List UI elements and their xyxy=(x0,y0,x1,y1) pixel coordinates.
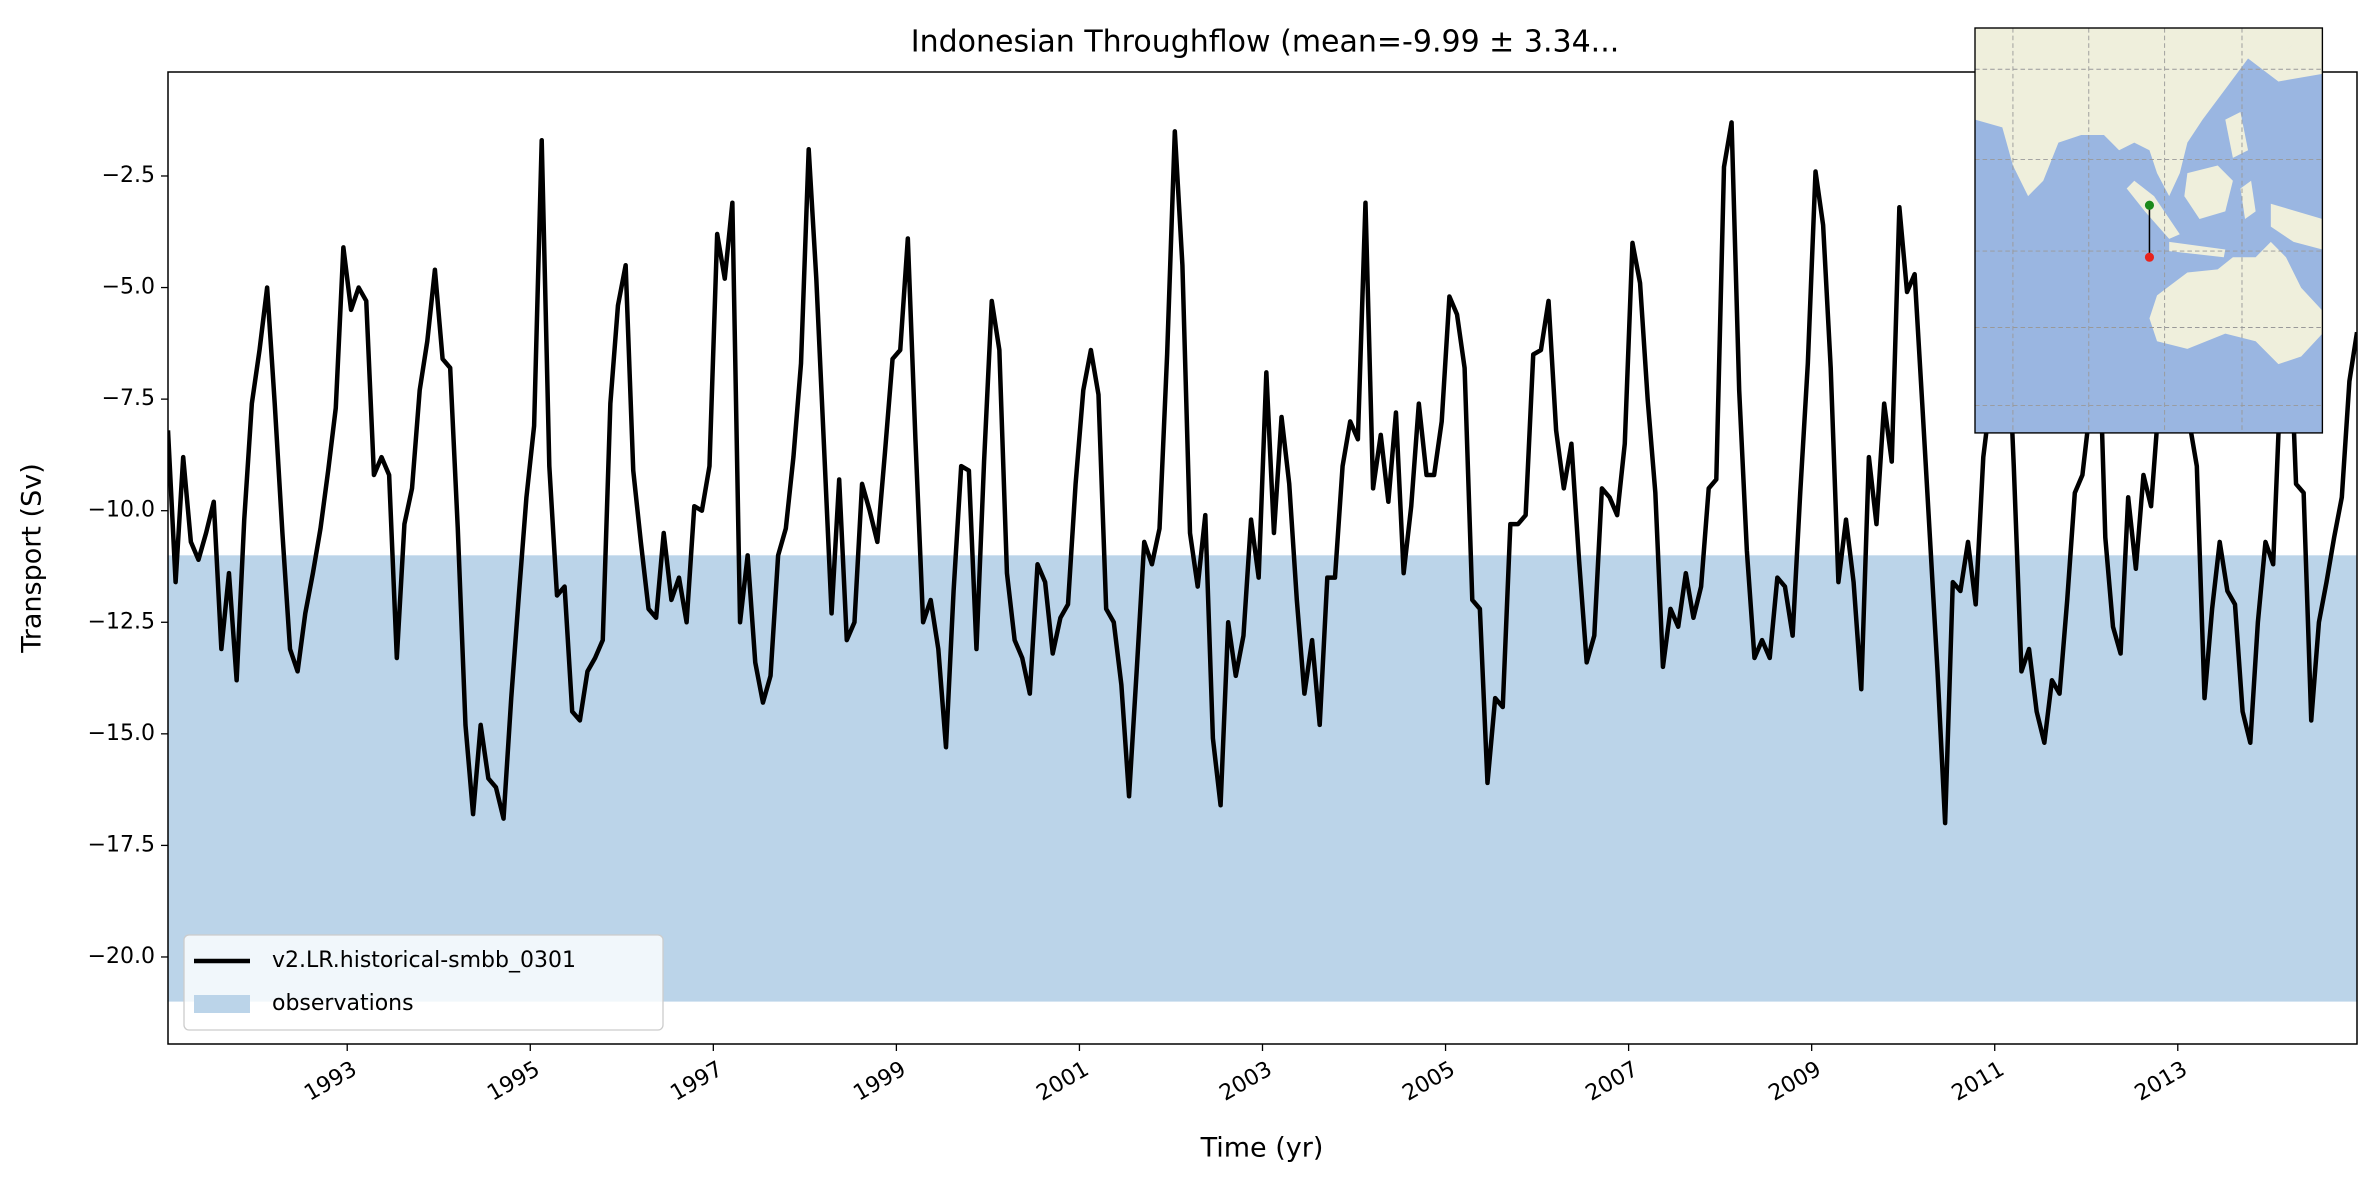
legend: v2.LR.historical-smbb_0301 observations xyxy=(183,934,664,1031)
map-graticule xyxy=(1975,28,2323,433)
map-start-point xyxy=(2144,200,2155,210)
y-tick-label: −12.5 xyxy=(88,609,155,634)
y-tick-label: −2.5 xyxy=(102,163,155,188)
y-tick-label: −15.0 xyxy=(88,721,155,746)
map-land xyxy=(1975,28,2323,365)
x-tick-label: 1997 xyxy=(666,1057,727,1107)
x-tick-label: 2001 xyxy=(1032,1057,1093,1107)
map-frame xyxy=(1974,27,2324,434)
legend-swatch xyxy=(194,995,250,1013)
x-tick-label: 1999 xyxy=(849,1057,910,1107)
chart-title: Indonesian Throughflow (mean=-9.99 ± 3.3… xyxy=(911,25,1620,60)
inset-map xyxy=(1974,27,2324,434)
plot-area xyxy=(168,120,2357,1002)
y-tick-label: −7.5 xyxy=(102,386,155,411)
x-axis-label: Time (yr) xyxy=(1200,1133,1324,1164)
x-tick-label: 2003 xyxy=(1216,1057,1277,1107)
y-tick-label: −5.0 xyxy=(102,275,155,300)
x-tick-label: 1993 xyxy=(300,1057,361,1107)
x-tick-label: 2009 xyxy=(1765,1057,1826,1107)
x-tick-label: 2011 xyxy=(1948,1057,2009,1107)
legend-label: observations xyxy=(272,991,414,1016)
legend-frame xyxy=(183,934,664,1031)
x-tick-label: 2005 xyxy=(1399,1057,1460,1107)
x-tick-label: 2013 xyxy=(2131,1057,2192,1107)
y-tick-label: −10.0 xyxy=(88,498,155,523)
y-tick-label: −20.0 xyxy=(88,944,155,969)
observation-band xyxy=(168,555,2357,1002)
x-tick-label: 2007 xyxy=(1582,1057,1643,1107)
x-tick-label: 1995 xyxy=(483,1057,544,1107)
y-tick-label: −17.5 xyxy=(88,832,155,857)
y-axis-label: Transport (Sv) xyxy=(17,463,48,653)
map-end-point xyxy=(2144,252,2155,262)
legend-label: v2.LR.historical-smbb_0301 xyxy=(272,948,576,973)
